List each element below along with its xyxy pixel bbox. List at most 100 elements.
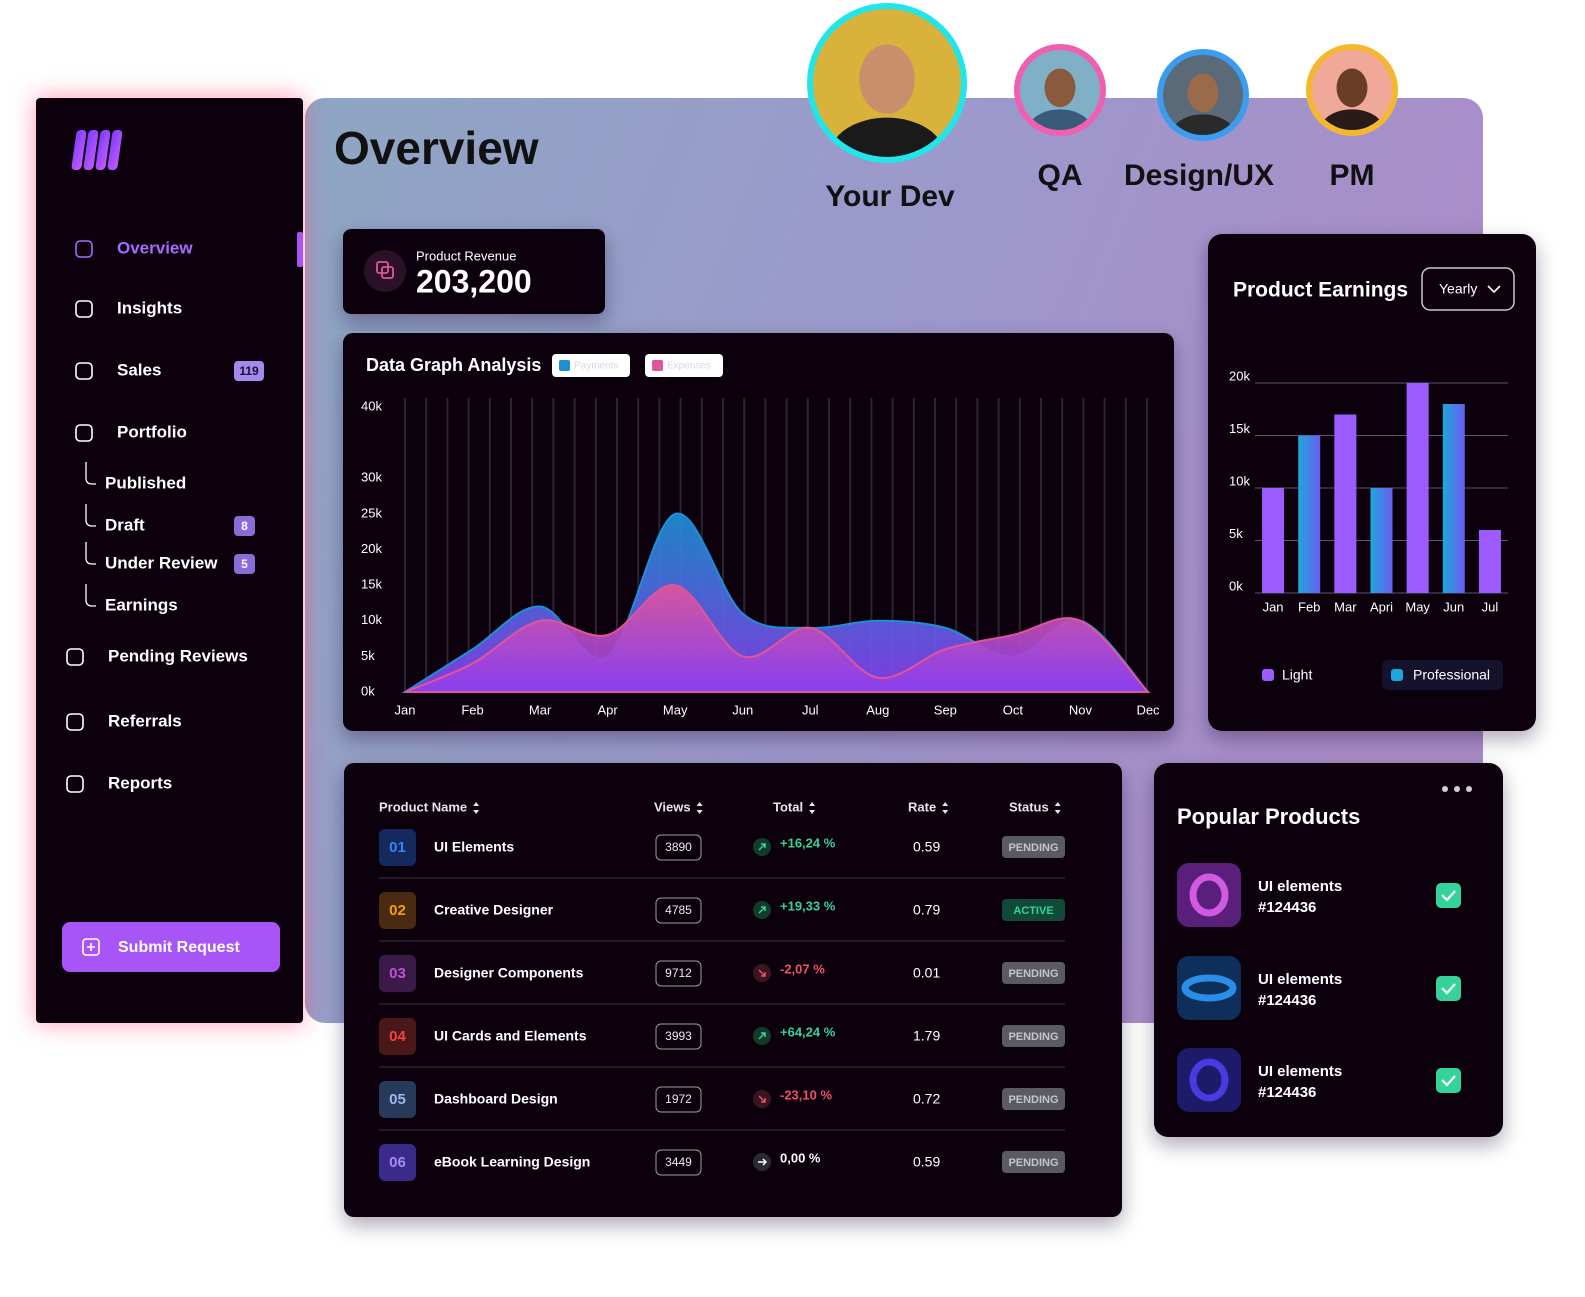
- legend-item[interactable]: Payments: [552, 354, 630, 377]
- dropdown-chevron: [1487, 285, 1501, 294]
- total-change: +64,24 %: [780, 1024, 836, 1039]
- avatar-head: [1187, 73, 1219, 113]
- sort-icon[interactable]: [696, 802, 703, 814]
- check-box[interactable]: [1436, 883, 1461, 908]
- legend-swatch: [1262, 669, 1274, 681]
- check-mark[interactable]: [1441, 890, 1456, 902]
- nav-sub-label[interactable]: Published: [105, 473, 186, 492]
- column-header[interactable]: Rate: [908, 799, 936, 814]
- check-mark[interactable]: [1441, 1075, 1456, 1087]
- views: 9712: [665, 966, 692, 980]
- y-tick-label: 5k: [1229, 526, 1243, 541]
- row-number-badge: [379, 955, 416, 992]
- row-number: 05: [389, 1091, 406, 1108]
- product-name: Creative Designer: [434, 902, 554, 918]
- y-tick-label: 40k: [361, 398, 382, 413]
- nav-icon: [75, 424, 93, 442]
- total-change: +19,33 %: [780, 898, 836, 913]
- rate: 0.79: [913, 902, 940, 918]
- team-role: QA: [1038, 159, 1083, 192]
- dot[interactable]: [1466, 786, 1472, 792]
- legend-box: [1382, 660, 1503, 690]
- nav-label[interactable]: Overview: [117, 238, 193, 257]
- revenue-label: Product Revenue: [416, 248, 516, 263]
- x-tick-label: Aug: [866, 702, 889, 717]
- more-menu[interactable]: [1442, 786, 1472, 792]
- y-tick-label: 20k: [1229, 368, 1250, 383]
- status: ACTIVE: [1013, 905, 1053, 917]
- sort-icon[interactable]: [473, 802, 480, 814]
- column-header[interactable]: Status: [1009, 799, 1049, 814]
- product-thumb: [1177, 863, 1241, 927]
- legend-item[interactable]: Expenses: [645, 354, 723, 377]
- nav-label[interactable]: Referrals: [108, 711, 182, 730]
- nav-sub-label[interactable]: Earnings: [105, 595, 178, 614]
- product-thumb: [1177, 956, 1241, 1020]
- y-tick-label: 0k: [1229, 578, 1243, 593]
- nav-label[interactable]: Portfolio: [117, 422, 187, 441]
- check-box[interactable]: [1436, 976, 1461, 1001]
- legend-pill[interactable]: [645, 354, 723, 377]
- nav-icon: [66, 713, 84, 731]
- row-number-badge: [379, 1018, 416, 1055]
- dropdown-box[interactable]: [1421, 267, 1515, 311]
- team-role: Design/UX: [1124, 159, 1274, 192]
- status: PENDING: [1008, 968, 1058, 980]
- x-tick-label: Mar: [529, 702, 552, 717]
- active-indicator: [297, 232, 303, 267]
- revenue-card: [343, 229, 605, 314]
- row-number: 06: [389, 1154, 406, 1171]
- nav-badge-count: 8: [241, 519, 248, 533]
- dropdown-label[interactable]: Yearly: [1439, 281, 1477, 297]
- status: PENDING: [1008, 1094, 1058, 1106]
- nav-label[interactable]: Reports: [108, 773, 172, 792]
- button-bg[interactable]: [62, 922, 280, 972]
- total-change: 0,00 %: [780, 1150, 821, 1165]
- sort-icon[interactable]: [942, 802, 949, 814]
- x-tick-label: Jun: [732, 702, 753, 717]
- status-pill: [1002, 962, 1065, 984]
- period-dropdown[interactable]: Yearly: [1421, 267, 1515, 311]
- views-box: [655, 960, 702, 987]
- check-box[interactable]: [1436, 1068, 1461, 1093]
- sort-icon[interactable]: [1054, 802, 1061, 814]
- sort-icon[interactable]: [809, 802, 816, 814]
- row-number-badge: [379, 892, 416, 929]
- legend-pill[interactable]: [552, 354, 630, 377]
- legend-label: Light: [1282, 667, 1312, 683]
- x-tick-label: Apri: [1370, 599, 1393, 614]
- row-number-badge: [379, 1081, 416, 1118]
- bar-card: [1208, 234, 1536, 731]
- product-name: UI elements: [1258, 878, 1342, 895]
- nav-label[interactable]: Sales: [117, 360, 161, 379]
- x-tick-label: Feb: [1298, 599, 1320, 614]
- column-header[interactable]: Total: [773, 799, 803, 814]
- rate: 0.01: [913, 965, 940, 981]
- dot[interactable]: [1442, 786, 1448, 792]
- area: [404, 584, 1151, 693]
- revenue-value: 203,200: [416, 263, 532, 299]
- nav-icon: [66, 648, 84, 666]
- nav-label[interactable]: Pending Reviews: [108, 646, 248, 665]
- views: 3993: [665, 1029, 692, 1043]
- button-label[interactable]: Submit Request: [118, 939, 240, 956]
- x-tick-label: Mar: [1334, 599, 1357, 614]
- legend-swatch: [1391, 669, 1403, 681]
- check-mark[interactable]: [1441, 983, 1456, 995]
- submit-button[interactable]: Submit Request: [62, 922, 280, 972]
- column-header[interactable]: Product Name: [379, 799, 467, 814]
- avatar: [810, 6, 964, 160]
- nav-label[interactable]: Insights: [117, 298, 182, 317]
- nav-sub-label[interactable]: Draft: [105, 515, 145, 534]
- status: PENDING: [1008, 1031, 1058, 1043]
- product-name: Dashboard Design: [434, 1091, 558, 1107]
- dot[interactable]: [1454, 786, 1460, 792]
- column-header[interactable]: Views: [654, 799, 691, 814]
- status-pill: [1002, 1151, 1065, 1173]
- bar: [1262, 488, 1285, 593]
- rate: 0.72: [913, 1091, 940, 1107]
- nav-sub-label[interactable]: Under Review: [105, 553, 218, 572]
- x-tick-label: Jan: [395, 702, 416, 717]
- status: PENDING: [1008, 1157, 1058, 1169]
